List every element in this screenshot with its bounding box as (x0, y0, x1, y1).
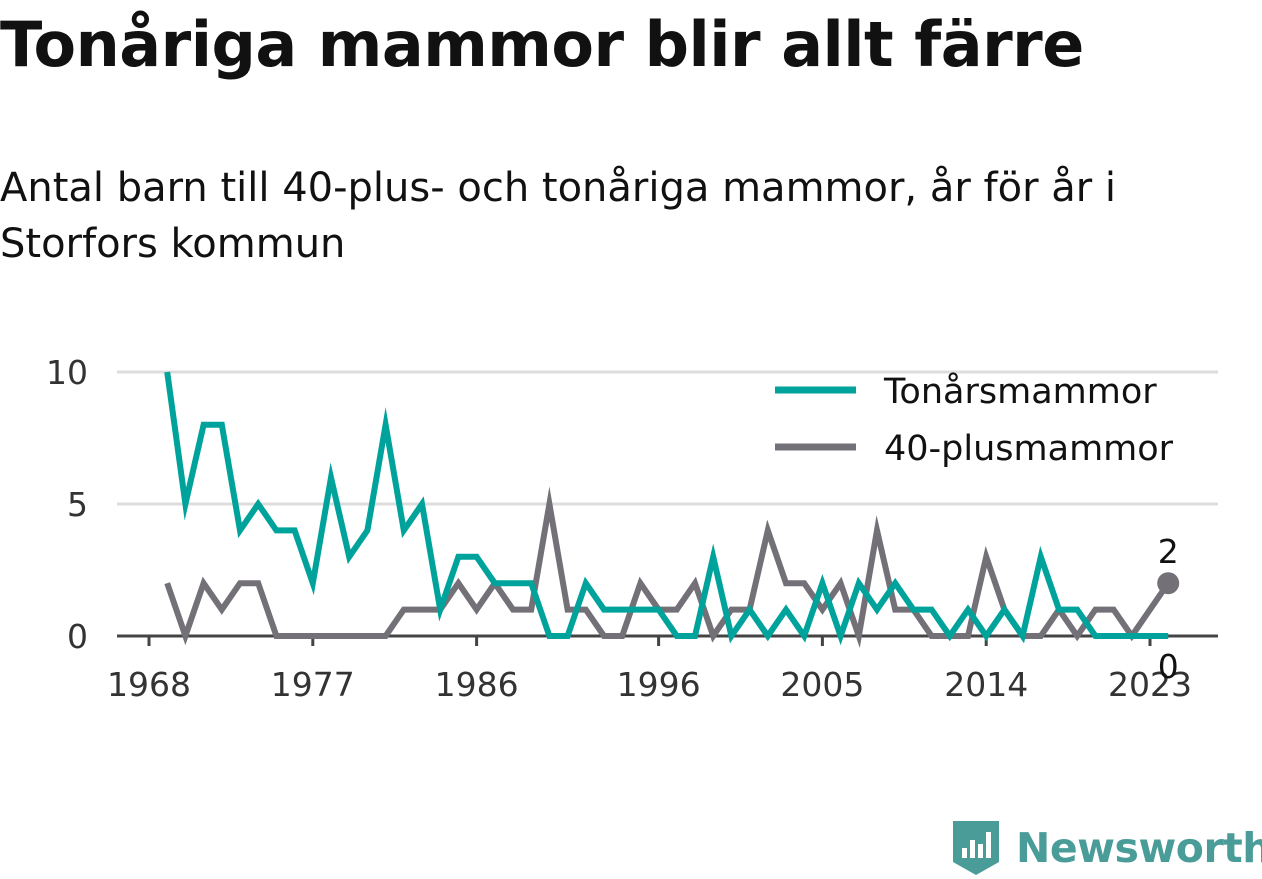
x-tick-label: 1986 (435, 665, 519, 704)
x-tick-label: 2005 (780, 665, 864, 704)
series-lines (164, 371, 1171, 649)
gridlines (117, 370, 1218, 506)
y-tick-label: 5 (67, 485, 88, 524)
legend: Tonårsmammor 40-plusmammor (775, 371, 1174, 469)
newsworthy-logo-icon (953, 821, 999, 875)
end-label-40-plusmammor: 2 (1158, 532, 1179, 571)
x-tick-label: 1977 (271, 665, 355, 704)
brand-name: Newsworthy (1016, 824, 1262, 872)
x-tick-label: 1996 (617, 665, 701, 704)
end-labels: 20 (1157, 532, 1180, 686)
legend-label-tonarsmammor: Tonårsmammor (883, 371, 1157, 412)
y-tick-label: 0 (67, 617, 88, 656)
legend-label-40-plusmammor: 40-plusmammor (884, 429, 1174, 469)
x-tick-label: 1968 (107, 665, 191, 704)
chart-title: Tonåriga mammor blir allt färre (0, 8, 1084, 81)
end-point-40-plusmammor (1157, 572, 1180, 595)
series-line-40-plusmammor (164, 486, 1171, 649)
x-tick-label: 2023 (1108, 665, 1192, 704)
end-label-tonarsmammor: 0 (1158, 647, 1179, 686)
y-tick-label: 10 (46, 353, 88, 392)
series-line-tonarsmammor (164, 371, 1169, 646)
brand-logo: Newsworthy (950, 818, 1262, 878)
x-tick-label: 2014 (944, 665, 1028, 704)
chart-subtitle: Antal barn till 40-plus- och tonåriga ma… (0, 165, 1117, 267)
